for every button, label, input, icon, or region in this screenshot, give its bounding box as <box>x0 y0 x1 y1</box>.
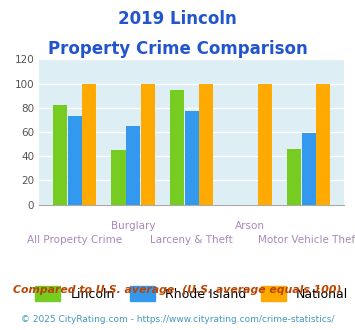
Bar <box>258 83 272 205</box>
Bar <box>185 112 199 205</box>
Text: All Property Crime: All Property Crime <box>27 235 122 245</box>
Text: Burglary: Burglary <box>111 221 155 231</box>
Bar <box>126 126 140 205</box>
Bar <box>53 105 67 205</box>
Bar <box>111 150 126 205</box>
Text: Larceny & Theft: Larceny & Theft <box>150 235 233 245</box>
Bar <box>199 83 213 205</box>
Bar <box>67 116 82 205</box>
Text: Property Crime Comparison: Property Crime Comparison <box>48 40 307 58</box>
Bar <box>82 83 96 205</box>
Text: Motor Vehicle Theft: Motor Vehicle Theft <box>258 235 355 245</box>
Legend: Lincoln, Rhode Island, National: Lincoln, Rhode Island, National <box>35 286 348 301</box>
Text: © 2025 CityRating.com - https://www.cityrating.com/crime-statistics/: © 2025 CityRating.com - https://www.city… <box>21 315 334 324</box>
Bar <box>170 90 184 205</box>
Bar <box>141 83 155 205</box>
Text: Compared to U.S. average. (U.S. average equals 100): Compared to U.S. average. (U.S. average … <box>13 285 342 295</box>
Bar <box>316 83 331 205</box>
Text: Arson: Arson <box>235 221 265 231</box>
Bar <box>302 133 316 205</box>
Text: 2019 Lincoln: 2019 Lincoln <box>118 10 237 28</box>
Bar <box>287 149 301 205</box>
